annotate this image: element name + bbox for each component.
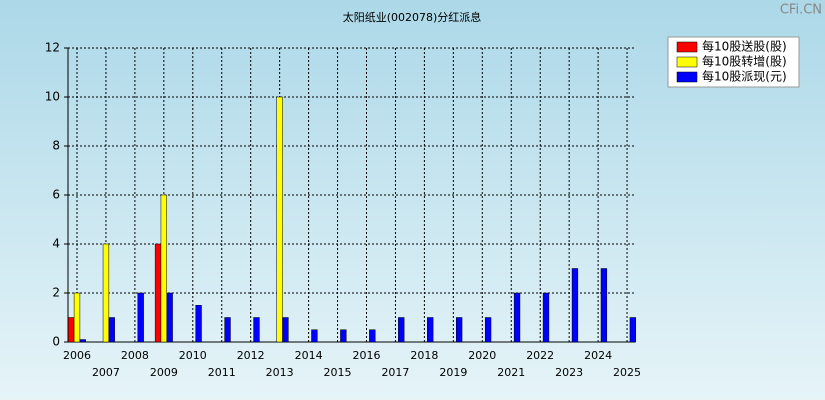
x-tick-label: 2015 xyxy=(324,366,352,379)
x-tick-label: 2025 xyxy=(613,366,641,379)
legend-label: 每10股派现(元) xyxy=(702,69,787,84)
x-tick-label: 2023 xyxy=(555,366,583,379)
chart-title: 太阳纸业(002078)分红派息 xyxy=(343,10,482,24)
bar xyxy=(102,243,110,343)
bar xyxy=(369,329,376,343)
y-tick-label: 12 xyxy=(45,41,60,55)
bar xyxy=(571,268,579,343)
x-tick-label: 2018 xyxy=(410,349,438,362)
bar xyxy=(484,317,492,343)
bar xyxy=(282,317,289,343)
y-tick-label: 0 xyxy=(52,335,60,349)
x-tick-label: 2021 xyxy=(497,366,525,379)
bar xyxy=(513,292,521,343)
x-tick-label: 2007 xyxy=(92,366,120,379)
x-tick-label: 2008 xyxy=(121,349,149,362)
bar xyxy=(427,317,434,343)
x-tick-label: 2012 xyxy=(237,349,265,362)
bar xyxy=(542,292,550,343)
x-tick-label: 2009 xyxy=(150,366,178,379)
x-tick-label: 2013 xyxy=(266,366,294,379)
bar xyxy=(600,268,608,343)
bar xyxy=(195,305,202,343)
x-tick-label: 2022 xyxy=(526,349,554,362)
y-tick-label: 10 xyxy=(45,90,60,104)
legend-swatch xyxy=(676,71,698,83)
bar xyxy=(154,243,162,343)
bar xyxy=(253,317,260,343)
y-tick-label: 6 xyxy=(52,188,60,202)
bar xyxy=(108,317,115,343)
bar xyxy=(456,317,463,343)
x-tick-label: 2024 xyxy=(584,349,612,362)
x-tick-label: 2010 xyxy=(179,349,207,362)
bar xyxy=(137,292,144,343)
bar xyxy=(166,292,173,343)
x-tick-label: 2017 xyxy=(381,366,409,379)
x-tick-label: 2006 xyxy=(63,349,91,362)
bar xyxy=(160,194,167,343)
legend-swatch xyxy=(676,56,698,68)
bar xyxy=(340,329,347,343)
x-tick-label: 2011 xyxy=(208,366,236,379)
watermark: CFi.CN xyxy=(780,3,822,18)
y-tick-label: 4 xyxy=(52,237,60,251)
bar xyxy=(276,96,283,343)
legend-label: 每10股转增(股) xyxy=(702,54,787,69)
bar xyxy=(398,317,405,343)
x-tick-label: 2020 xyxy=(468,349,496,362)
bar xyxy=(79,339,86,343)
x-tick-label: 2014 xyxy=(295,349,323,362)
x-tick-label: 2019 xyxy=(439,366,467,379)
bar xyxy=(629,317,637,343)
legend-label: 每10股送股(股) xyxy=(702,39,787,54)
bar xyxy=(311,329,318,343)
bar xyxy=(68,317,75,343)
x-tick-label: 2016 xyxy=(353,349,381,362)
bar xyxy=(73,292,81,343)
y-tick-label: 8 xyxy=(52,139,60,153)
y-tick-label: 2 xyxy=(52,286,60,300)
legend-swatch xyxy=(676,41,698,53)
bar xyxy=(224,317,231,343)
